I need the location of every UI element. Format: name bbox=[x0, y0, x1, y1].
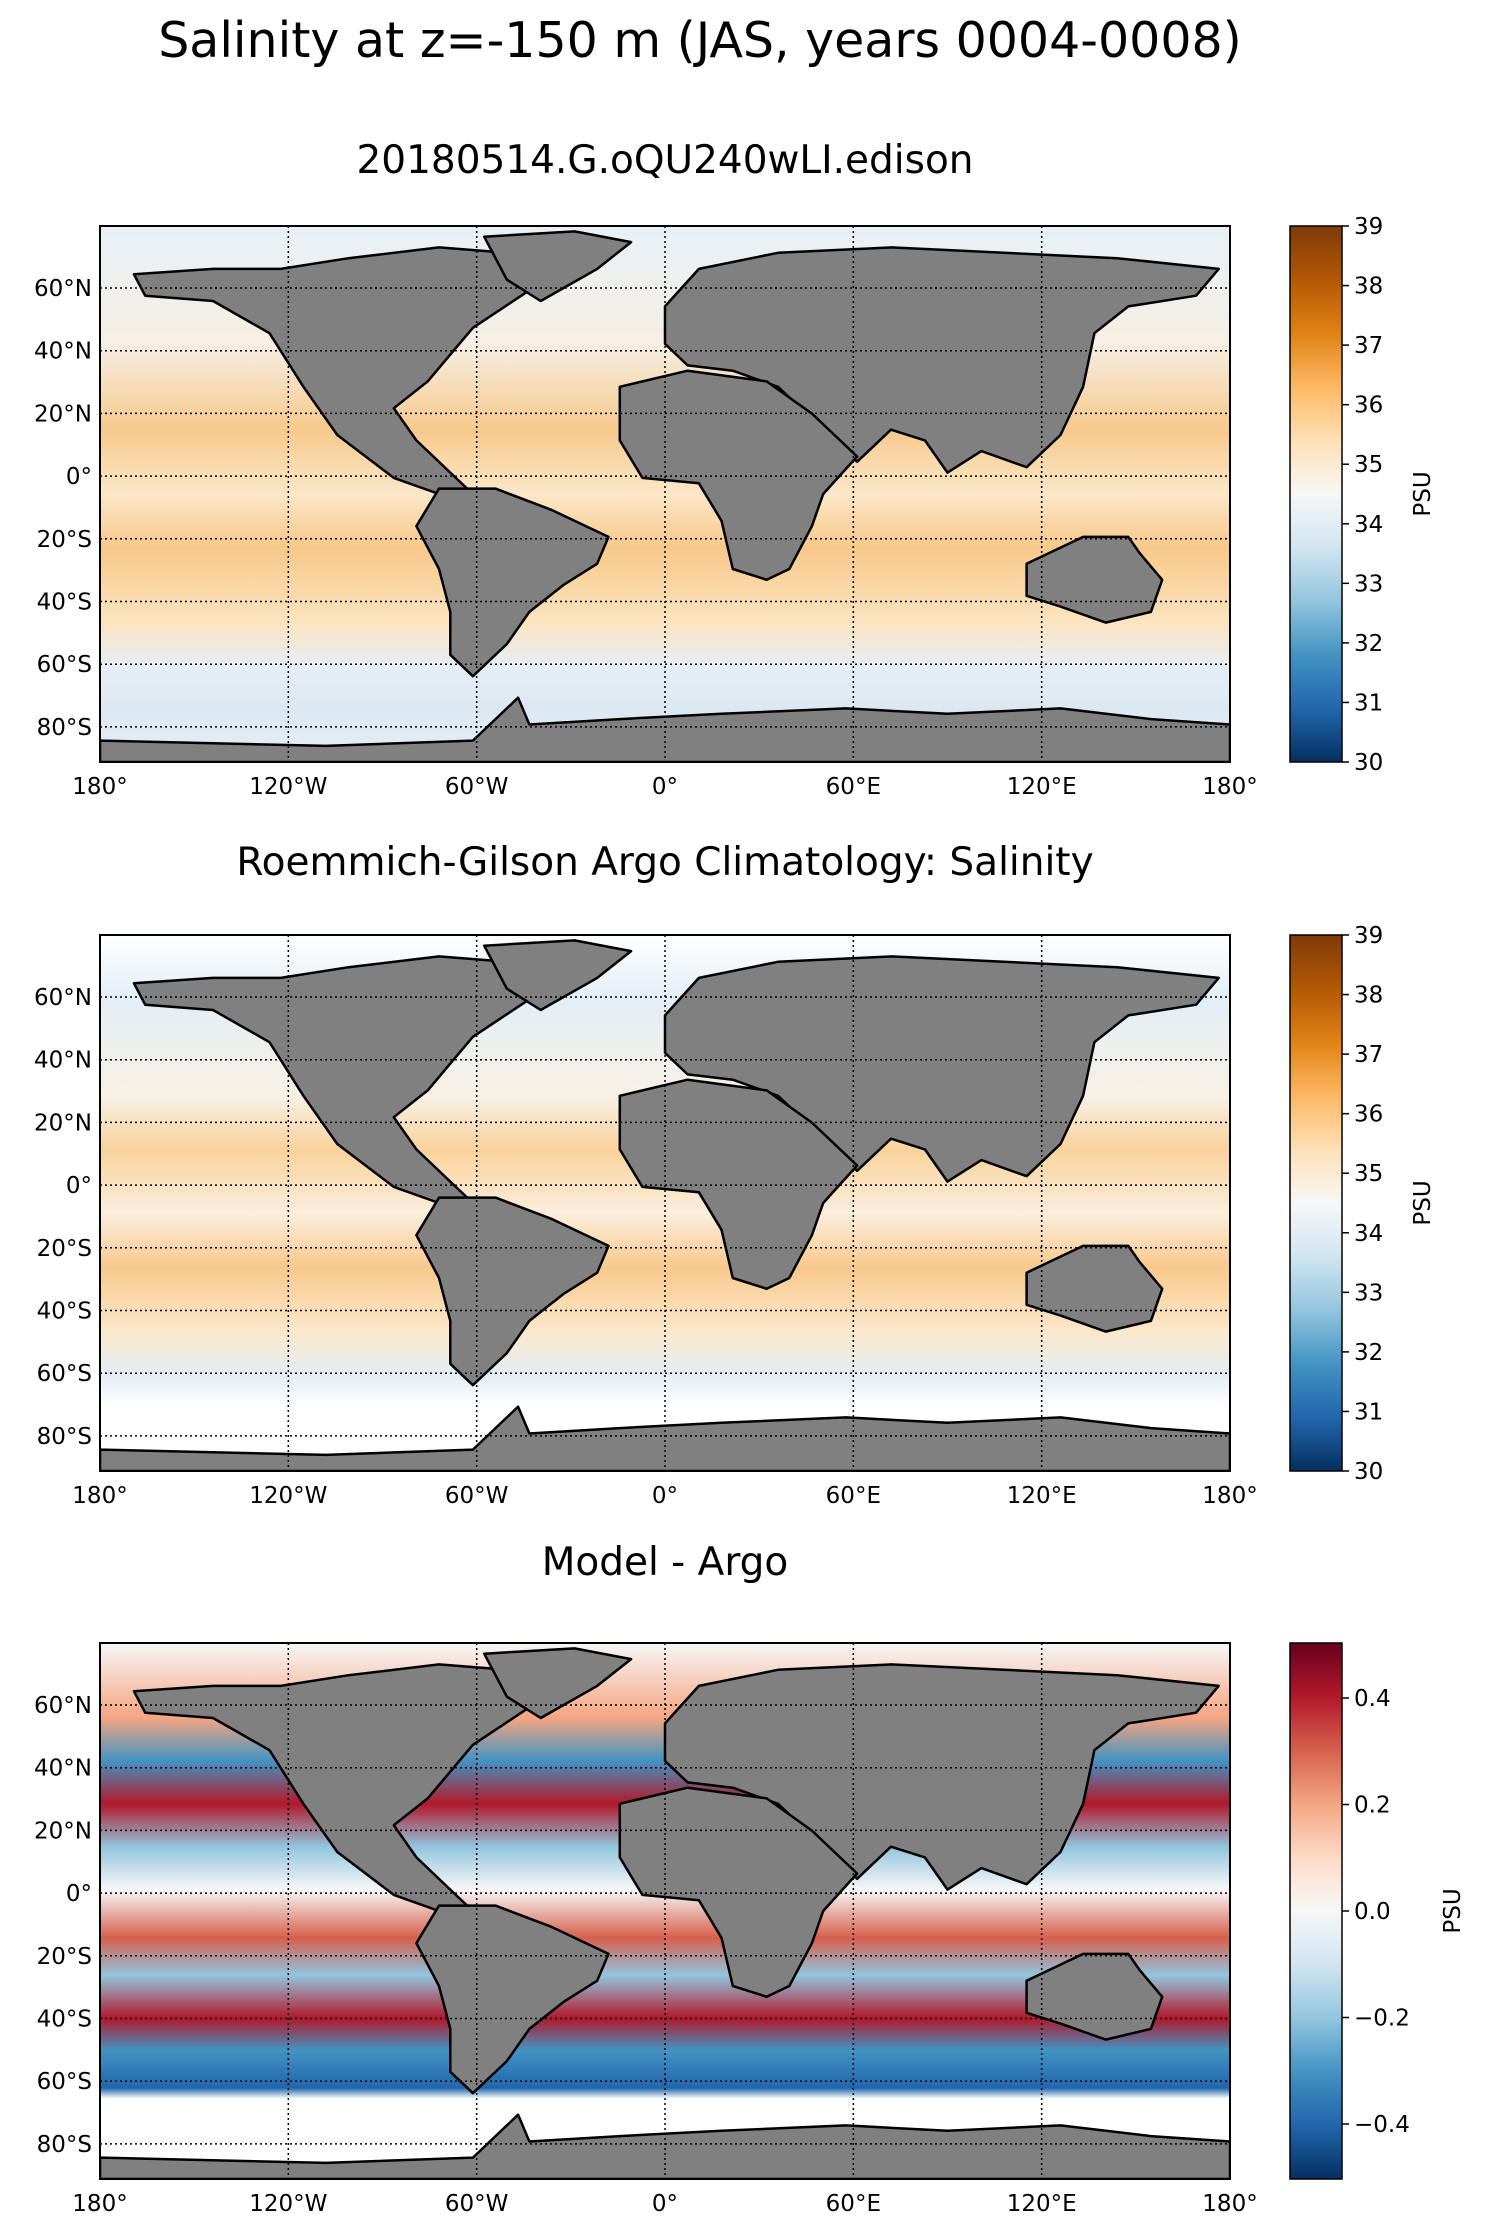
lon-tick-label: 120°E bbox=[1007, 774, 1077, 800]
south-america-landmass bbox=[415, 1904, 610, 2095]
antarctica-landmass bbox=[100, 2113, 1230, 2179]
lon-tick-label: 0° bbox=[652, 774, 678, 800]
lon-tick-label: 60°W bbox=[445, 1483, 509, 1509]
lat-tick-label: 20°S bbox=[37, 527, 92, 553]
colorbar-tick-label: −0.4 bbox=[1354, 2112, 1410, 2138]
colorbar-tick-label: 37 bbox=[1354, 333, 1383, 359]
lat-tick-label: 40°N bbox=[34, 1048, 92, 1074]
lon-tick-label: 60°W bbox=[445, 774, 509, 800]
colorbar-tick-label: 38 bbox=[1354, 983, 1383, 1009]
colorbar-tick-label: 34 bbox=[1354, 1221, 1383, 1247]
colorbar-tick-label: 0.2 bbox=[1354, 1793, 1391, 1819]
colorbar-tick-label: 33 bbox=[1354, 1280, 1383, 1306]
lat-tick-label: 20°N bbox=[34, 1818, 92, 1844]
lat-tick-label: 60°S bbox=[37, 2069, 92, 2095]
colorbar-tick-label: 34 bbox=[1354, 512, 1383, 538]
lat-tick-label: 40°N bbox=[34, 339, 92, 365]
lat-tick-label: 60°N bbox=[34, 276, 92, 302]
south-america-landmass bbox=[415, 487, 610, 678]
colorbar-tick-label: 31 bbox=[1354, 1399, 1383, 1425]
lat-tick-label: 40°S bbox=[37, 1299, 92, 1325]
africa-landmass bbox=[618, 1786, 859, 1999]
lon-tick-label: 180° bbox=[1202, 2191, 1257, 2217]
colorbar-tick-label: 33 bbox=[1354, 571, 1383, 597]
colorbar bbox=[1289, 934, 1343, 1472]
lon-tick-label: 0° bbox=[652, 1483, 678, 1509]
lon-tick-label: 180° bbox=[72, 2191, 127, 2217]
greenland-landmass bbox=[482, 939, 633, 1012]
lat-tick-label: 40°S bbox=[37, 590, 92, 616]
lat-tick-label: 20°N bbox=[34, 401, 92, 427]
colorbar bbox=[1289, 225, 1343, 763]
lat-tick-label: 40°S bbox=[37, 2007, 92, 2033]
colorbar-tick-label: 36 bbox=[1354, 1102, 1383, 1128]
south-america-landmass bbox=[415, 1196, 610, 1387]
lat-tick-label: 20°S bbox=[37, 1236, 92, 1262]
lat-tick-label: 20°S bbox=[37, 1944, 92, 1970]
lon-tick-label: 120°W bbox=[249, 1483, 327, 1509]
colorbar-tick-label: 39 bbox=[1354, 214, 1383, 240]
lon-tick-label: 120°E bbox=[1007, 1483, 1077, 1509]
lat-tick-label: 60°S bbox=[37, 652, 92, 678]
lat-tick-label: 80°S bbox=[37, 2132, 92, 2158]
lat-tick-label: 20°N bbox=[34, 1110, 92, 1136]
lon-tick-label: 180° bbox=[72, 774, 127, 800]
colorbar-tick-label: 31 bbox=[1354, 690, 1383, 716]
africa-landmass bbox=[618, 369, 859, 582]
lat-tick-label: 60°S bbox=[37, 1361, 92, 1387]
colorbar-tick-label: 39 bbox=[1354, 923, 1383, 949]
colorbar-tick-label: −0.2 bbox=[1354, 2006, 1410, 2032]
colorbar-tick-label: 32 bbox=[1354, 1340, 1383, 1366]
lat-tick-label: 80°S bbox=[37, 715, 92, 741]
colorbar-tick-label: 0.0 bbox=[1354, 1899, 1391, 1925]
panel-1-title: 20180514.G.oQU240wLI.edison bbox=[356, 138, 974, 183]
colorbar bbox=[1289, 1642, 1343, 2180]
antarctica-landmass bbox=[100, 1405, 1230, 1471]
map-frame bbox=[99, 1642, 1231, 2180]
colorbar-label: PSU bbox=[1410, 471, 1436, 516]
lon-tick-label: 0° bbox=[652, 2191, 678, 2217]
panel-2-title: Roemmich-Gilson Argo Climatology: Salini… bbox=[236, 840, 1094, 885]
lon-tick-label: 60°W bbox=[445, 2191, 509, 2217]
lon-tick-label: 180° bbox=[72, 1483, 127, 1509]
colorbar-tick-label: 35 bbox=[1354, 452, 1383, 478]
lat-tick-label: 0° bbox=[66, 464, 92, 490]
lat-tick-label: 40°N bbox=[34, 1756, 92, 1782]
colorbar-tick-label: 30 bbox=[1354, 1459, 1383, 1485]
lon-tick-label: 60°E bbox=[826, 1483, 881, 1509]
map-frame bbox=[99, 934, 1231, 1472]
lon-tick-label: 120°W bbox=[249, 2191, 327, 2217]
map-panel-1: 180° 120°W 60°W 0° 60°E 120°E 180° 60°N 40°N 20°N… bbox=[34, 214, 1436, 800]
map-panel-2: 180° 120°W 60°W 0° 60°E 120°E 180° 60°N 40°N 20°N… bbox=[34, 923, 1436, 1509]
lon-tick-label: 60°E bbox=[826, 2191, 881, 2217]
lat-tick-label: 0° bbox=[66, 1173, 92, 1199]
lon-tick-label: 120°W bbox=[249, 774, 327, 800]
figure-title: Salinity at z=-150 m (JAS, years 0004-00… bbox=[158, 12, 1242, 69]
colorbar-tick-label: 37 bbox=[1354, 1042, 1383, 1068]
lat-tick-label: 60°N bbox=[34, 985, 92, 1011]
colorbar-label: PSU bbox=[1410, 1180, 1436, 1225]
lat-tick-label: 80°S bbox=[37, 1424, 92, 1450]
lat-tick-label: 60°N bbox=[34, 1693, 92, 1719]
lon-tick-label: 120°E bbox=[1007, 2191, 1077, 2217]
lon-tick-label: 180° bbox=[1202, 774, 1257, 800]
colorbar-tick-label: 30 bbox=[1354, 750, 1383, 776]
lon-tick-label: 60°E bbox=[826, 774, 881, 800]
colorbar-tick-label: 32 bbox=[1354, 631, 1383, 657]
antarctica-landmass bbox=[100, 696, 1230, 762]
colorbar-tick-label: 0.4 bbox=[1354, 1686, 1391, 1712]
colorbar-label: PSU bbox=[1440, 1888, 1466, 1933]
africa-landmass bbox=[618, 1078, 859, 1291]
map-panel-3: 180° 120°W 60°W 0° 60°E 120°E 180° 60°N 40°N 20°N… bbox=[34, 1642, 1466, 2217]
greenland-landmass bbox=[482, 1647, 633, 1720]
colorbar-tick-label: 38 bbox=[1354, 274, 1383, 300]
colorbar-tick-label: 35 bbox=[1354, 1161, 1383, 1187]
map-frame bbox=[99, 225, 1231, 763]
lon-tick-label: 180° bbox=[1202, 1483, 1257, 1509]
colorbar-tick-label: 36 bbox=[1354, 393, 1383, 419]
panel-3-title: Model - Argo bbox=[541, 1540, 789, 1585]
greenland-landmass bbox=[482, 230, 633, 303]
lat-tick-label: 0° bbox=[66, 1881, 92, 1907]
